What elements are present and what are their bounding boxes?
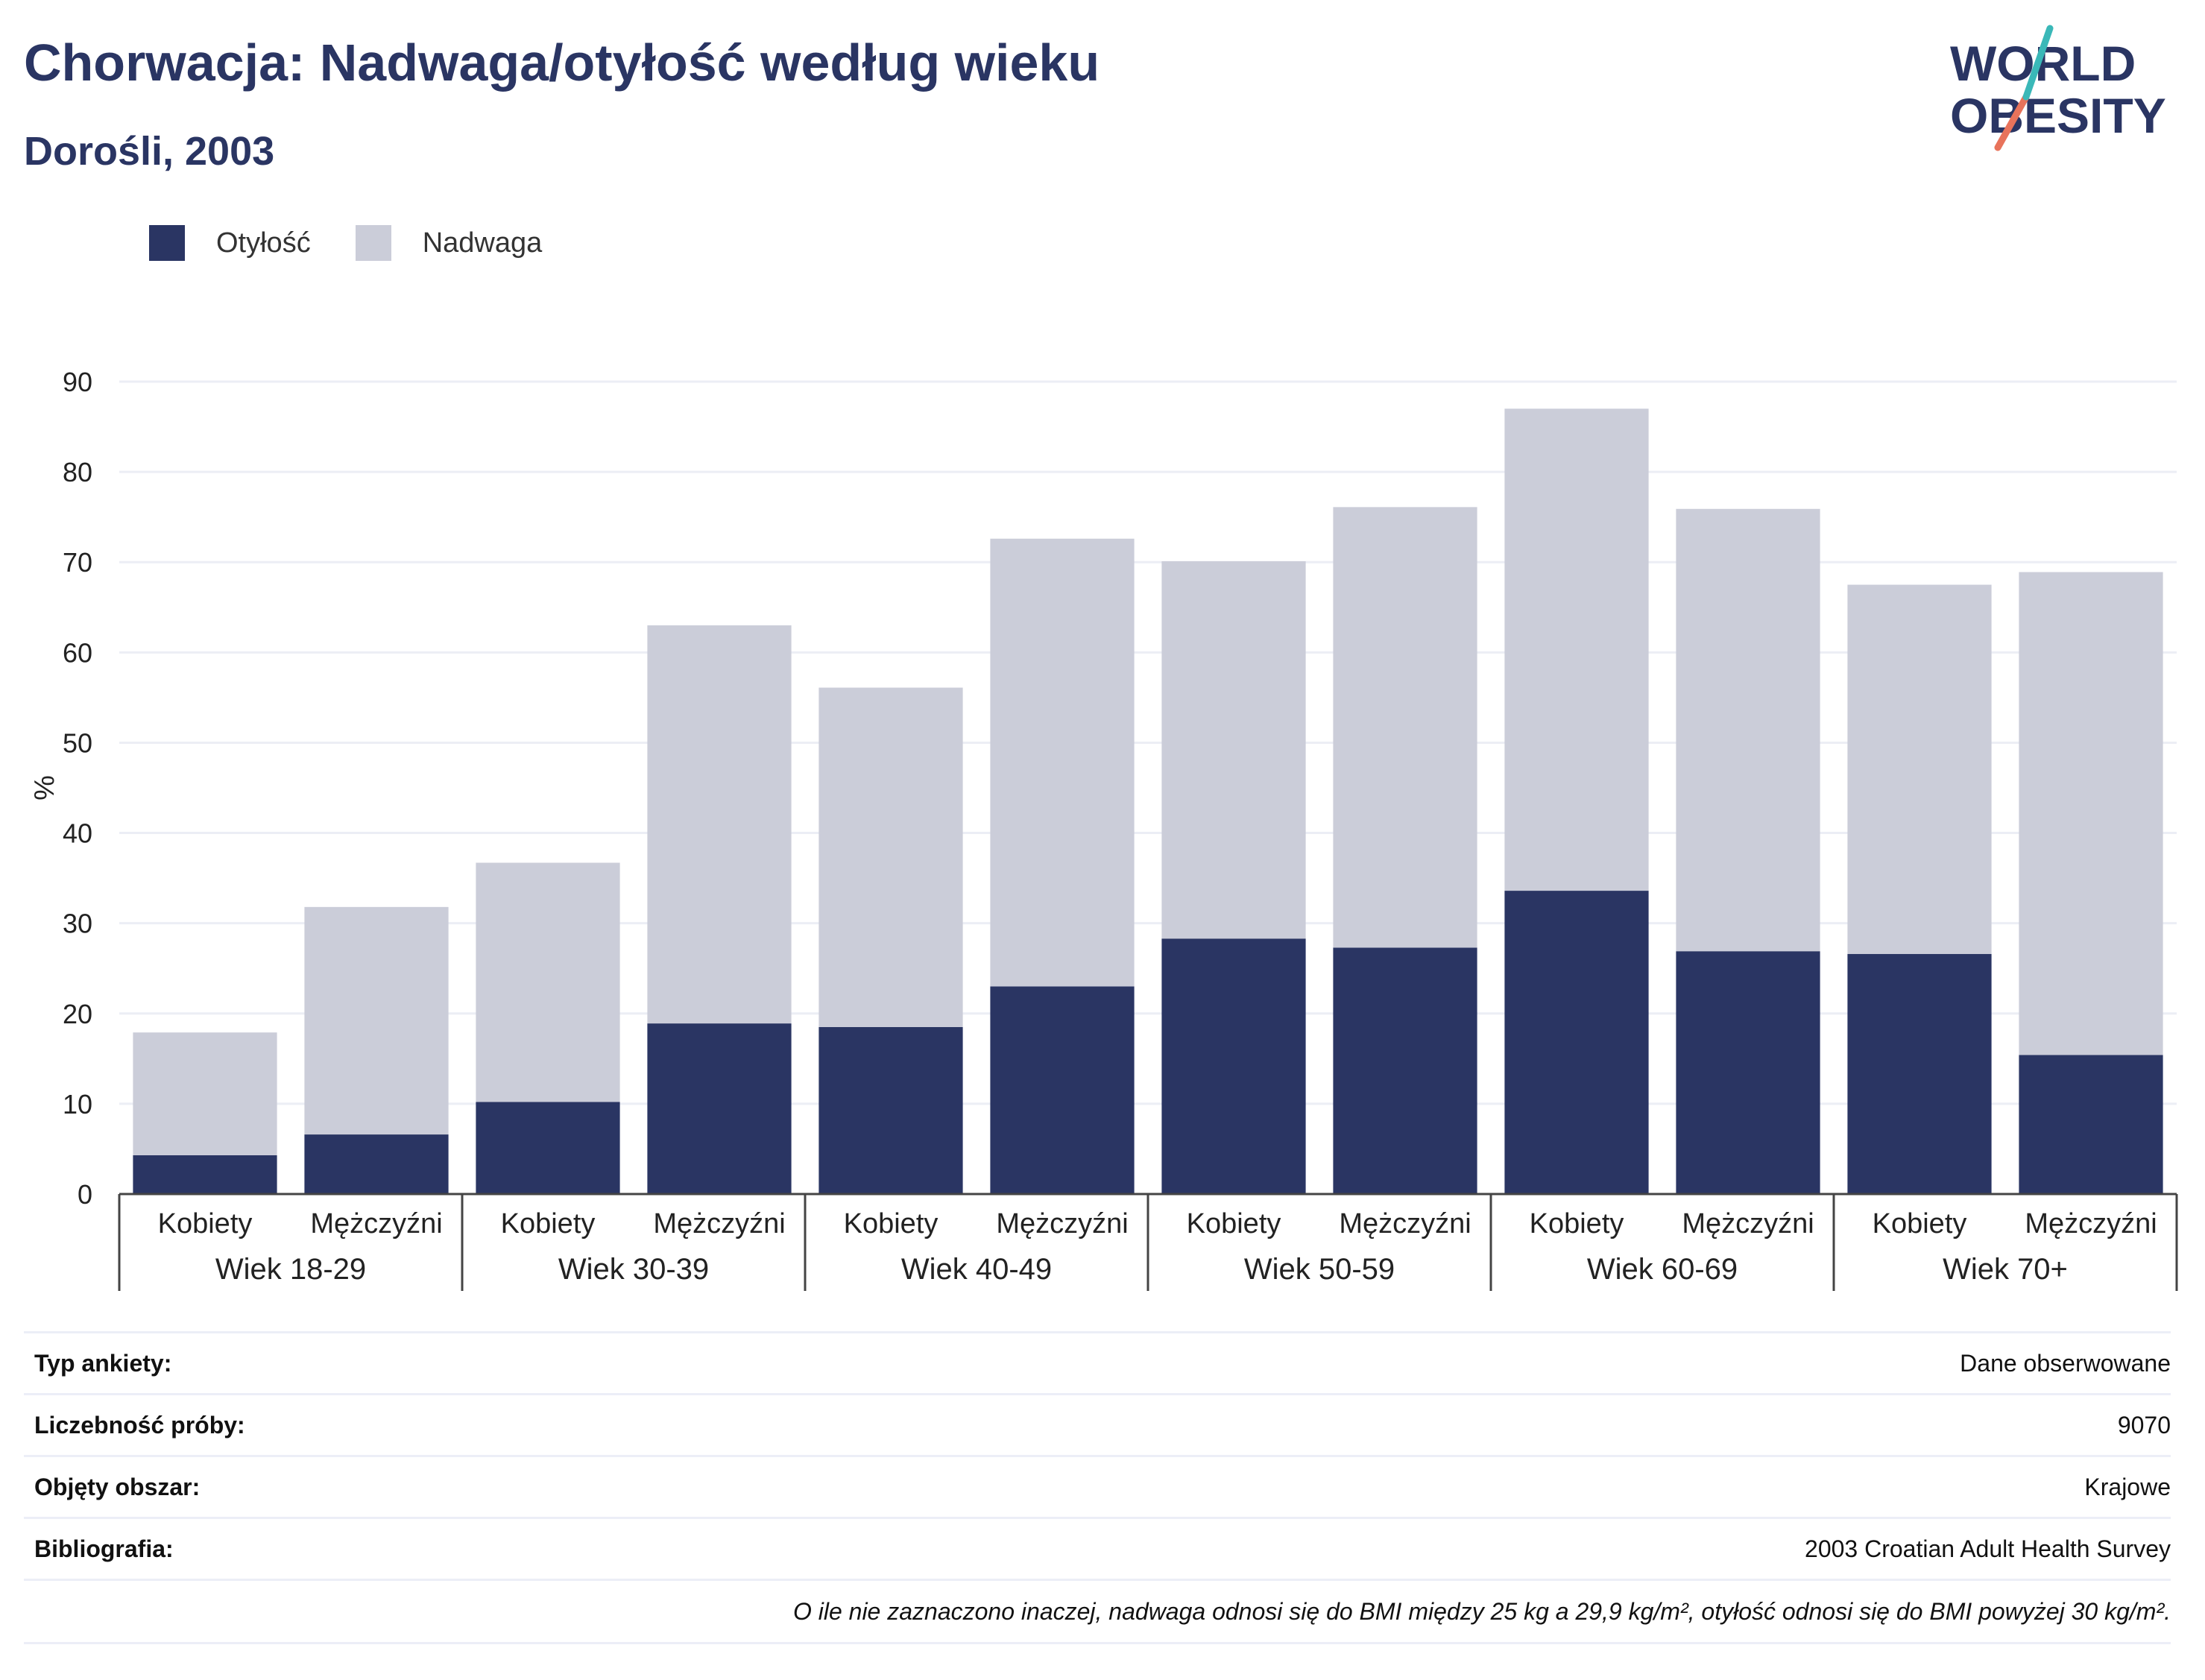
y-tick-label: 90: [63, 367, 92, 397]
group-label: Wiek 50-59: [1244, 1253, 1395, 1286]
bar-overweight: [1333, 507, 1477, 948]
bar-obesity: [990, 986, 1135, 1194]
chart-subtitle: Dorośli, 2003: [24, 129, 275, 174]
stacked-bar-chart: 0 10 20 30 40 50 60 70 80 90% Kobiety Mężczyźni Kobi…: [29, 367, 2178, 1291]
bar-overweight: [1504, 408, 1649, 891]
y-tick-label: 40: [63, 818, 92, 849]
legend-label-overweight: Nadwaga: [422, 227, 543, 259]
x-tick-label: Kobiety: [844, 1208, 939, 1240]
legend-item-obesity[interactable]: Otyłość: [149, 225, 311, 261]
x-tick-label: Kobiety: [158, 1208, 253, 1240]
info-key: Typ ankiety:: [34, 1349, 172, 1377]
chart-legend: Otyłość Nadwaga: [149, 224, 587, 262]
bar-obesity: [647, 1023, 792, 1194]
survey-info-table: Typ ankiety: Dane obserwowane Liczebność…: [24, 1331, 2171, 1644]
bar-obesity: [304, 1134, 449, 1194]
bar-overweight: [2019, 572, 2163, 1055]
info-row-survey-type: Typ ankiety: Dane obserwowane: [24, 1331, 2171, 1393]
info-row-sample-size: Liczebność próby: 9070: [24, 1393, 2171, 1455]
info-value: Dane obserwowane: [1960, 1349, 2171, 1377]
info-value: 2003 Croatian Adult Health Survey: [1805, 1535, 2171, 1562]
x-tick-label: Mężczyźni: [1339, 1208, 1471, 1240]
bar-obesity: [133, 1155, 277, 1194]
group-label: Wiek 30-39: [558, 1253, 709, 1286]
x-tick-label: Mężczyźni: [996, 1208, 1128, 1240]
legend-item-overweight[interactable]: Nadwaga: [355, 225, 543, 261]
bar-obesity: [1333, 947, 1477, 1194]
logo-word-obesity: OBESITY: [1950, 88, 2166, 143]
info-key: Bibliografia:: [34, 1535, 174, 1562]
bar-overweight: [304, 906, 449, 1135]
legend-swatch-obesity: [149, 225, 185, 261]
info-row-references: Bibliografia: 2003 Croatian Adult Health…: [24, 1517, 2171, 1579]
bar-obesity: [1847, 953, 1992, 1194]
y-tick-label: 20: [63, 999, 92, 1029]
y-tick-label: 50: [63, 727, 92, 758]
x-tick-label: Kobiety: [1530, 1208, 1624, 1240]
bar-obesity: [476, 1102, 620, 1194]
group-label: Wiek 60-69: [1587, 1253, 1738, 1286]
y-axis-label: %: [29, 775, 60, 800]
info-key: Liczebność próby:: [34, 1411, 245, 1439]
bar-overweight: [476, 862, 620, 1102]
logo-slash-lower: [1994, 93, 2030, 151]
bar-obesity: [1161, 938, 1306, 1194]
info-row-area-covered: Objęty obszar: Krajowe: [24, 1455, 2171, 1517]
bar-obesity: [1676, 951, 1820, 1194]
group-label: Wiek 40-49: [901, 1253, 1052, 1286]
y-tick-label: 30: [63, 909, 92, 939]
x-tick-label: Kobiety: [1187, 1208, 1281, 1240]
info-value: Krajowe: [2084, 1473, 2171, 1500]
info-value: 9070: [2117, 1411, 2171, 1439]
bar-overweight: [990, 538, 1135, 987]
bmi-definition-note: O ile nie zaznaczono inaczej, nadwaga od…: [24, 1579, 2171, 1644]
world-obesity-logo: WORLD OBESITY: [1950, 25, 2166, 151]
group-label: Wiek 70+: [1943, 1253, 2068, 1286]
legend-label-obesity: Otyłość: [216, 227, 311, 259]
chart-title: Chorwacja: Nadwaga/otyłość według wieku: [24, 34, 1100, 92]
y-tick-label: 80: [63, 457, 92, 487]
bar-overweight: [1847, 584, 1992, 954]
logo-slash-upper: [2022, 25, 2054, 101]
y-tick-label: 70: [63, 547, 92, 578]
bar-overweight: [1676, 508, 1820, 952]
x-tick-label: Mężczyźni: [310, 1208, 442, 1240]
x-tick-label: Kobiety: [501, 1208, 596, 1240]
info-key: Objęty obszar:: [34, 1473, 201, 1500]
y-tick-label: 10: [63, 1089, 92, 1120]
bar-obesity: [1504, 891, 1649, 1194]
bar-overweight: [133, 1032, 277, 1155]
group-label: Wiek 18-29: [215, 1253, 366, 1286]
bar-obesity: [2019, 1055, 2163, 1194]
x-tick-label: Kobiety: [1873, 1208, 1967, 1240]
legend-swatch-overweight: [355, 225, 391, 261]
bar-overweight: [647, 625, 792, 1024]
bar-overweight: [818, 687, 963, 1027]
x-tick-label: Mężczyźni: [1682, 1208, 1814, 1240]
bar-overweight: [1161, 561, 1306, 939]
bar-obesity: [818, 1026, 963, 1194]
x-tick-label: Mężczyźni: [2025, 1208, 2157, 1240]
y-tick-label: 0: [78, 1179, 92, 1210]
x-tick-label: Mężczyźni: [653, 1208, 785, 1240]
y-tick-label: 60: [63, 637, 92, 668]
